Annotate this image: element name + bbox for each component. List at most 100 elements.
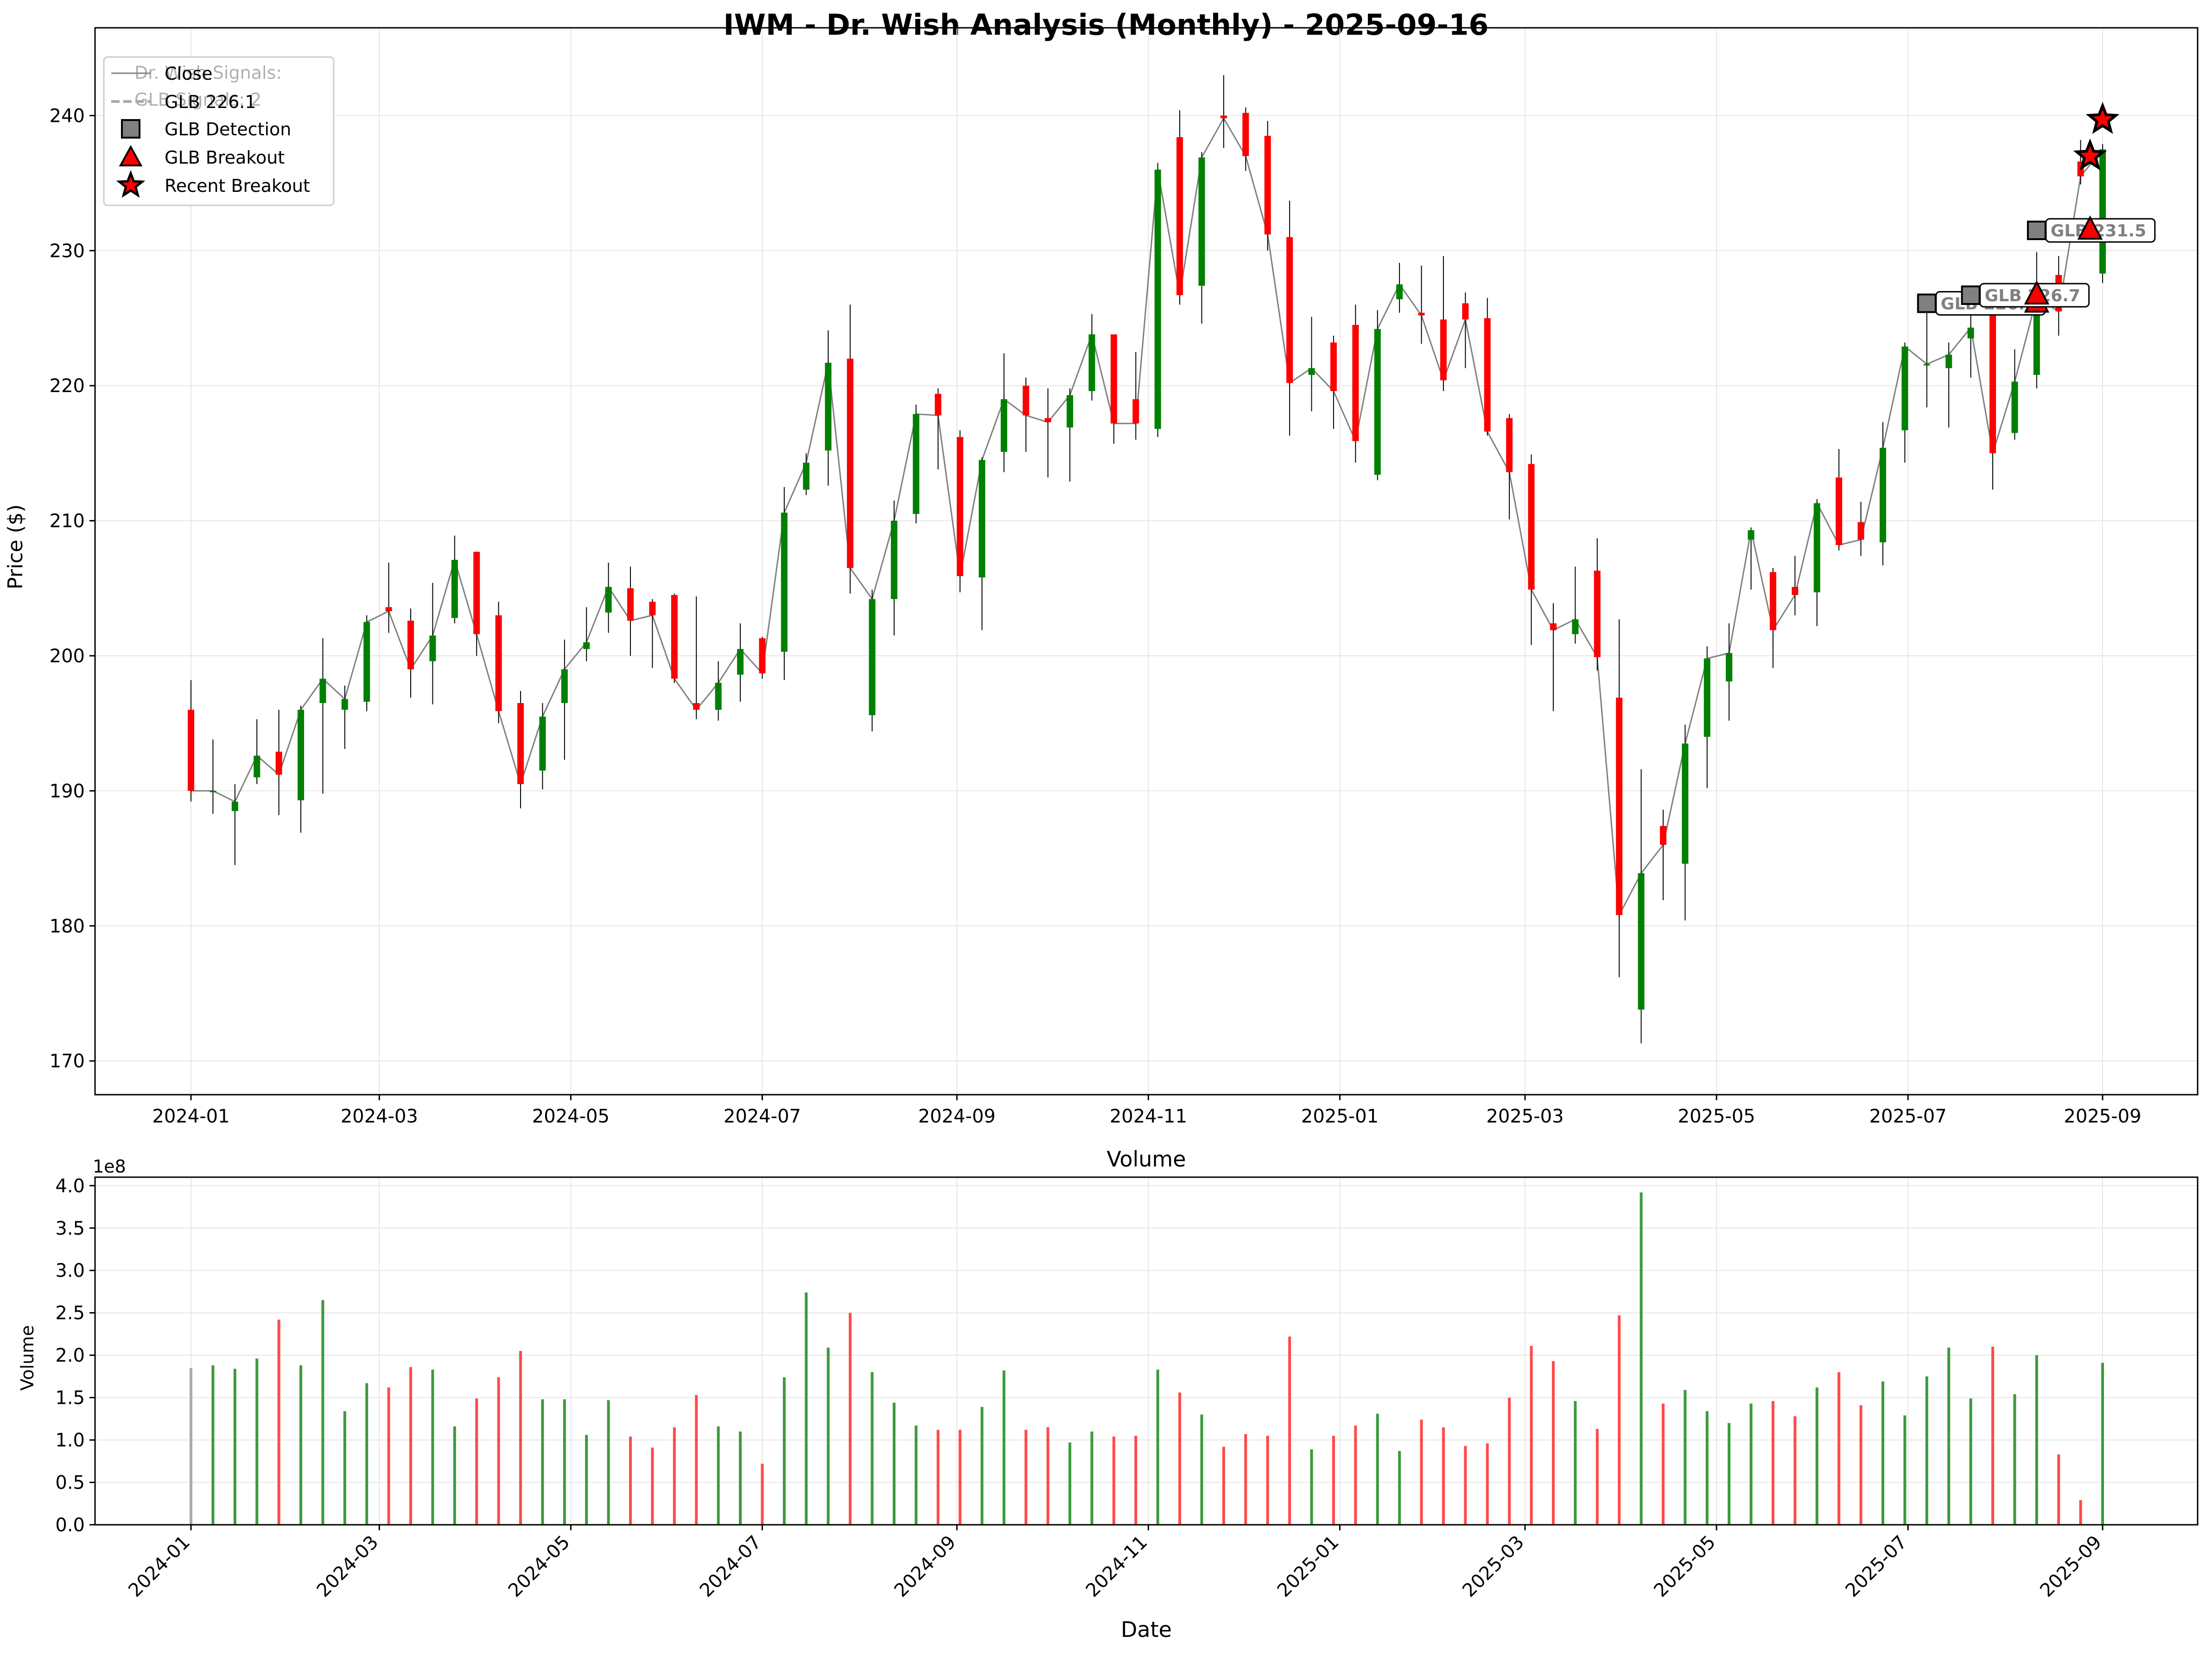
candle-body (1857, 522, 1864, 540)
candle-body (1220, 115, 1227, 119)
price-x-tick-label: 2025-01 (1301, 1106, 1379, 1127)
candle-body (1308, 368, 1315, 375)
price-x-tick-label: 2025-03 (1486, 1106, 1564, 1127)
volume-y-tick-label: 1.5 (55, 1388, 85, 1409)
volume-bar (1661, 1403, 1665, 1525)
volume-bar (1002, 1370, 1005, 1525)
candle-body (825, 362, 832, 451)
volume-y-tick-label: 3.5 (55, 1218, 85, 1239)
candle-body (1132, 399, 1139, 424)
legend-breakout-label: GLB Breakout (165, 147, 285, 168)
volume-bar (1903, 1415, 1907, 1525)
volume-bar (629, 1436, 632, 1525)
candle-body (1616, 698, 1623, 915)
candle-body (1945, 355, 1952, 368)
price-x-tick-label: 2025-07 (1869, 1106, 1947, 1127)
legend: Dr. Wish Signals: GLB Signals: 2 Close G… (103, 56, 335, 206)
volume-bar (409, 1367, 413, 1525)
volume-bar (1728, 1423, 1731, 1525)
volume-bar (299, 1365, 303, 1525)
price-y-tick-label: 240 (50, 105, 85, 127)
candle-body (1000, 399, 1007, 452)
volume-bar (585, 1435, 588, 1525)
volume-bar (673, 1427, 676, 1525)
volume-bar (892, 1402, 896, 1525)
price-y-axis-label: Price ($) (4, 504, 27, 590)
volume-bar (980, 1407, 984, 1525)
volume-bar (497, 1377, 500, 1525)
volume-bar (431, 1370, 434, 1525)
volume-bar (761, 1464, 764, 1525)
price-x-tick-label: 2025-05 (1678, 1106, 1755, 1127)
legend-close-label: Close (165, 63, 213, 84)
candle-body (473, 552, 480, 634)
volume-bar (1947, 1347, 1951, 1525)
candle-body (275, 751, 282, 775)
candle-body (1176, 137, 1183, 295)
volume-y-ticks: 0.0 0.5 1.0 1.5 2.0 2.5 3.0 3.5 4.0 (55, 1175, 95, 1536)
candle-body (1748, 530, 1754, 540)
volume-bar (1749, 1403, 1753, 1525)
candle-body (1264, 136, 1271, 235)
candle-body (561, 669, 568, 703)
candle-body (847, 358, 854, 568)
price-x-tick-label: 2024-01 (152, 1106, 229, 1127)
volume-bar (1068, 1442, 1072, 1525)
candle-body (1659, 826, 1666, 845)
glb-breakout-marker (2024, 280, 2050, 304)
candle-body (1682, 743, 1689, 864)
price-x-ticks: 2024-01 2024-03 2024-05 2024-07 2024-09 2024-… (152, 1095, 2142, 1127)
volume-bar (277, 1319, 280, 1525)
candle-body (627, 588, 634, 621)
volume-bars-group (190, 1192, 2104, 1525)
volume-bar (1420, 1420, 1423, 1525)
volume-bar (1837, 1372, 1841, 1525)
candle-body (693, 703, 700, 710)
candle-body (1638, 873, 1645, 1010)
price-x-tick-label: 2024-07 (724, 1106, 801, 1127)
volume-y-tick-label: 0.0 (55, 1515, 85, 1536)
volume-bar (936, 1430, 940, 1525)
volume-bar (1464, 1446, 1467, 1525)
volume-y-tick-label: 4.0 (55, 1175, 85, 1197)
volume-bar (1815, 1387, 1818, 1525)
volume-bar (1595, 1429, 1599, 1525)
candle-body (517, 703, 524, 784)
volume-bar (211, 1365, 215, 1525)
volume-bar (1684, 1390, 1687, 1525)
volume-bar (1310, 1449, 1313, 1525)
volume-bar (871, 1372, 874, 1525)
legend-recent-breakout-label: Recent Breakout (165, 176, 310, 196)
candle-body (1506, 418, 1513, 472)
volume-bar (1244, 1434, 1247, 1525)
candle-body (1242, 113, 1249, 156)
volume-bar (1354, 1425, 1357, 1525)
volume-bar (1266, 1435, 1269, 1525)
volume-bar (695, 1395, 698, 1525)
candle-body (1572, 619, 1579, 634)
candle-body (1792, 587, 1799, 595)
volume-bar (1156, 1370, 1159, 1525)
volume-bar (1178, 1392, 1182, 1525)
candle-body (1154, 169, 1161, 429)
volume-bar (1376, 1414, 1379, 1525)
candle-body (1989, 311, 1996, 453)
candle-body (2033, 298, 2040, 375)
glb-breakout-marker (2077, 215, 2103, 240)
volume-bar (1859, 1405, 1862, 1525)
volume-bar (1486, 1443, 1489, 1525)
price-y-tick-label: 200 (50, 646, 85, 667)
price-y-tick-label: 210 (50, 511, 85, 532)
info-box-line-1: Dr. Wish Signals: (134, 63, 282, 83)
volume-offset-label: 1e8 (93, 1156, 126, 1177)
volume-bar (1200, 1414, 1203, 1525)
volume-bar (321, 1300, 324, 1525)
volume-bar (782, 1377, 786, 1525)
glb-detection-marker (1961, 285, 1981, 305)
volume-bar (805, 1292, 808, 1525)
candle-body (1023, 386, 1030, 416)
candle-body (2099, 149, 2106, 274)
close-line-group (191, 117, 2104, 918)
price-x-tick-label: 2025-09 (2064, 1106, 2141, 1127)
